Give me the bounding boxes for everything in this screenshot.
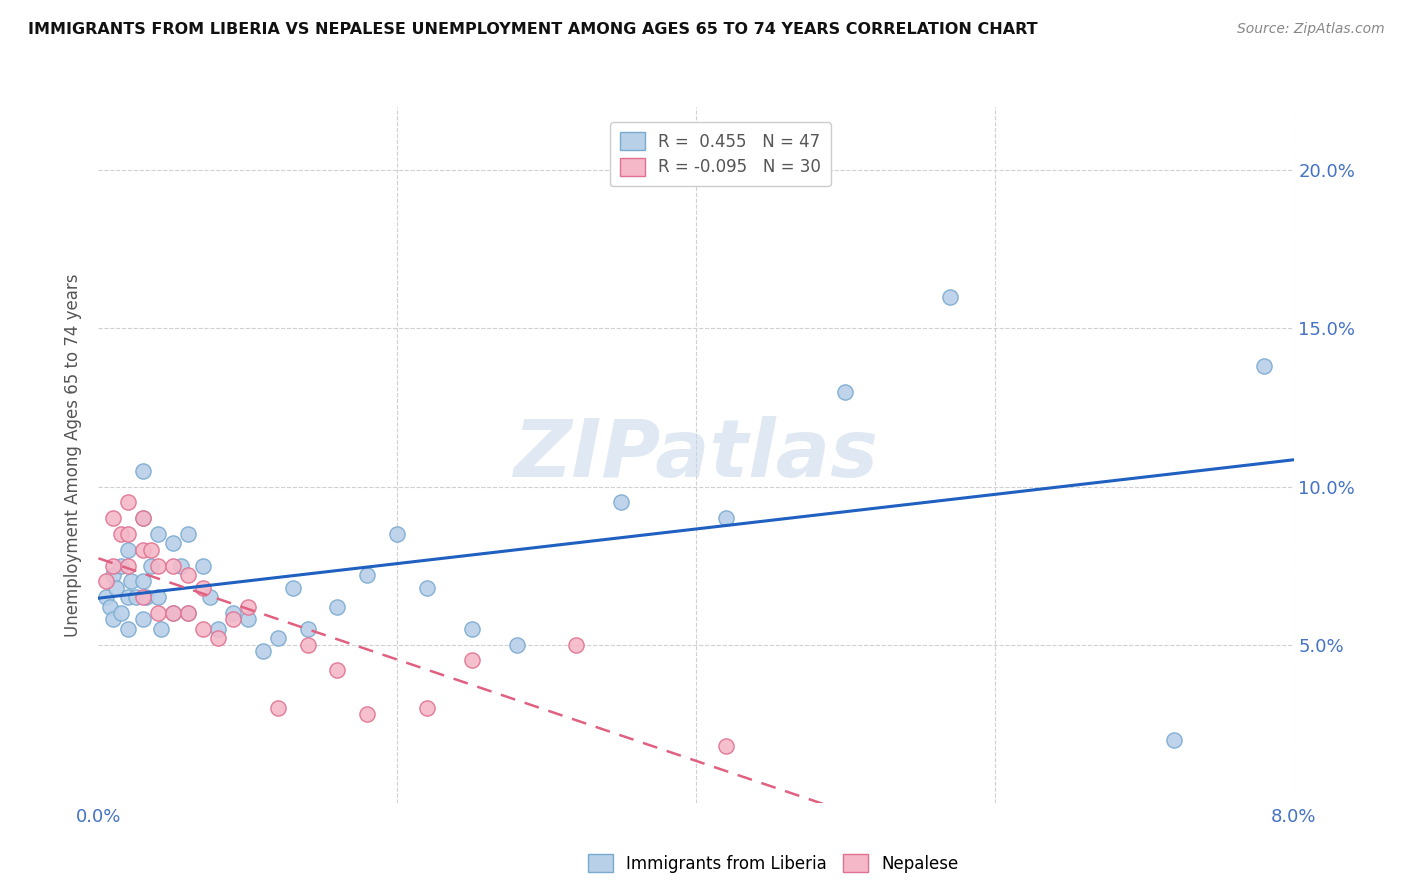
Point <box>610 495 633 509</box>
Point <box>105 581 128 595</box>
Point <box>117 558 139 573</box>
Point <box>135 591 157 605</box>
Point <box>162 558 184 573</box>
Point <box>461 653 484 667</box>
Point <box>191 622 214 636</box>
Point <box>177 527 200 541</box>
Point <box>326 599 349 614</box>
Point <box>169 558 191 573</box>
Point <box>148 527 170 541</box>
Point <box>236 599 259 614</box>
Point <box>177 606 200 620</box>
Point <box>356 568 378 582</box>
Point <box>162 606 184 620</box>
Point <box>177 568 200 582</box>
Point <box>103 612 125 626</box>
Legend: Immigrants from Liberia, Nepalese: Immigrants from Liberia, Nepalese <box>581 847 966 880</box>
Point <box>281 581 304 595</box>
Point <box>267 632 290 646</box>
Point <box>714 511 737 525</box>
Point <box>267 701 290 715</box>
Point <box>132 574 155 589</box>
Point <box>939 290 962 304</box>
Point <box>148 606 170 620</box>
Point <box>191 581 214 595</box>
Point <box>207 622 229 636</box>
Point <box>222 612 245 626</box>
Point <box>461 622 484 636</box>
Point <box>103 558 125 573</box>
Point <box>94 574 117 589</box>
Point <box>177 606 200 620</box>
Point <box>132 612 155 626</box>
Point <box>162 536 184 550</box>
Point <box>110 527 132 541</box>
Text: IMMIGRANTS FROM LIBERIA VS NEPALESE UNEMPLOYMENT AMONG AGES 65 TO 74 YEARS CORRE: IMMIGRANTS FROM LIBERIA VS NEPALESE UNEM… <box>28 22 1038 37</box>
Point <box>110 606 132 620</box>
Point <box>252 644 274 658</box>
Point <box>139 542 162 557</box>
Point <box>150 622 173 636</box>
Point <box>125 591 148 605</box>
Text: Source: ZipAtlas.com: Source: ZipAtlas.com <box>1237 22 1385 37</box>
Point <box>356 707 378 722</box>
Point <box>506 638 529 652</box>
Point <box>1253 359 1275 374</box>
Point <box>120 574 142 589</box>
Text: ZIPatlas: ZIPatlas <box>513 416 879 494</box>
Point <box>117 527 139 541</box>
Point <box>117 622 139 636</box>
Point <box>117 495 139 509</box>
Point <box>148 558 170 573</box>
Point <box>117 591 139 605</box>
Point <box>714 739 737 753</box>
Point <box>148 591 170 605</box>
Point <box>103 511 125 525</box>
Point <box>222 606 245 620</box>
Point <box>416 581 439 595</box>
Point <box>565 638 588 652</box>
Point <box>236 612 259 626</box>
Point <box>162 606 184 620</box>
Point <box>416 701 439 715</box>
Point <box>326 663 349 677</box>
Legend: R =  0.455   N = 47, R = -0.095   N = 30: R = 0.455 N = 47, R = -0.095 N = 30 <box>610 122 831 186</box>
Point <box>132 464 155 478</box>
Point <box>207 632 229 646</box>
Point <box>191 558 214 573</box>
Point <box>132 591 155 605</box>
Point <box>297 638 319 652</box>
Y-axis label: Unemployment Among Ages 65 to 74 years: Unemployment Among Ages 65 to 74 years <box>65 273 83 637</box>
Point <box>834 384 856 399</box>
Point <box>110 558 132 573</box>
Point <box>132 542 155 557</box>
Point <box>132 511 155 525</box>
Point <box>1163 732 1185 747</box>
Point <box>200 591 222 605</box>
Point <box>117 542 139 557</box>
Point <box>132 511 155 525</box>
Point <box>98 599 122 614</box>
Point <box>385 527 409 541</box>
Point <box>297 622 319 636</box>
Point <box>103 568 125 582</box>
Point <box>94 591 117 605</box>
Point <box>139 558 162 573</box>
